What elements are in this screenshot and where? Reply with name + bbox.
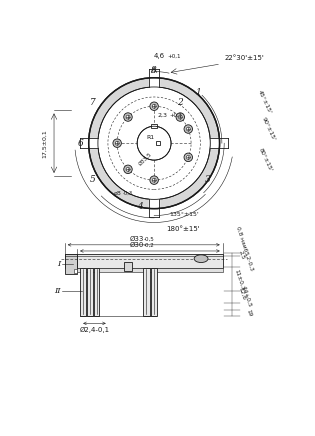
Text: 17,5±0,1: 17,5±0,1 (42, 129, 47, 157)
Circle shape (150, 176, 158, 184)
Text: 90°±15': 90°±15' (261, 116, 277, 142)
Bar (65, 254, 77, 274)
Text: 4: 4 (137, 202, 143, 211)
Circle shape (113, 139, 121, 147)
Circle shape (126, 115, 130, 119)
Text: 3: 3 (205, 175, 211, 184)
Text: 2,3: 2,3 (158, 113, 168, 118)
Bar (80, 268, 86, 316)
Bar (143, 268, 150, 316)
Circle shape (124, 165, 132, 174)
Bar (149, 68, 159, 87)
Text: 1: 1 (195, 88, 201, 97)
Text: 6: 6 (77, 139, 83, 148)
Text: 7: 7 (90, 98, 95, 107)
Text: +0,3: +0,3 (169, 113, 182, 118)
Circle shape (150, 102, 158, 110)
Text: 80°±15': 80°±15' (257, 147, 273, 173)
Circle shape (98, 87, 210, 199)
Circle shape (176, 113, 185, 121)
Bar (156, 141, 160, 146)
Bar (74, 269, 77, 272)
Text: 12,6: 12,6 (237, 286, 246, 300)
Ellipse shape (194, 255, 208, 262)
Bar (77, 268, 223, 272)
Circle shape (124, 113, 132, 121)
Text: -0,5: -0,5 (144, 237, 154, 242)
Bar (80, 138, 100, 148)
Bar (124, 262, 132, 271)
Circle shape (184, 153, 192, 162)
Text: 180°±15': 180°±15' (166, 226, 199, 232)
Text: 5: 5 (90, 175, 95, 184)
Bar (151, 268, 157, 316)
Text: 135°±15': 135°±15' (169, 211, 199, 217)
Circle shape (186, 127, 190, 131)
Text: 2,5: 2,5 (238, 250, 246, 260)
Circle shape (89, 78, 220, 209)
Text: I: I (57, 260, 60, 268)
Text: R1: R1 (146, 135, 154, 140)
Text: 22°30'±15': 22°30'±15' (225, 55, 265, 61)
Text: -0,3: -0,3 (123, 191, 133, 196)
Bar (149, 198, 159, 217)
Text: ø8: ø8 (113, 191, 121, 196)
Text: 0,8 наиб: 0,8 наиб (235, 226, 248, 252)
Circle shape (184, 125, 192, 133)
Bar (87, 268, 93, 316)
Bar (210, 138, 230, 148)
Text: 45°±15': 45°±15' (256, 89, 272, 115)
Circle shape (152, 104, 156, 108)
Text: 5,2-0,3: 5,2-0,3 (243, 250, 254, 272)
Text: 14+0,5: 14+0,5 (241, 286, 253, 308)
Circle shape (126, 167, 130, 171)
Bar (65, 254, 223, 268)
Text: Ø2,4-0,1: Ø2,4-0,1 (79, 327, 110, 334)
Text: II: II (54, 287, 60, 295)
Text: Ø33: Ø33 (129, 236, 144, 242)
Text: 4,6: 4,6 (154, 53, 165, 59)
Text: Ø33,5: Ø33,5 (138, 151, 153, 166)
Circle shape (178, 115, 182, 119)
Bar (152, 124, 157, 128)
Text: 11±0,3: 11±0,3 (233, 269, 245, 291)
Circle shape (115, 141, 119, 145)
Circle shape (137, 126, 171, 160)
Text: +0,1: +0,1 (167, 54, 181, 59)
Circle shape (186, 155, 190, 159)
Text: 19: 19 (246, 309, 253, 317)
Circle shape (152, 178, 156, 182)
Text: Ø30: Ø30 (129, 242, 144, 248)
Text: 2: 2 (177, 98, 183, 107)
Text: -0,2: -0,2 (144, 243, 154, 248)
Text: 8: 8 (151, 66, 157, 75)
Bar (94, 268, 100, 316)
